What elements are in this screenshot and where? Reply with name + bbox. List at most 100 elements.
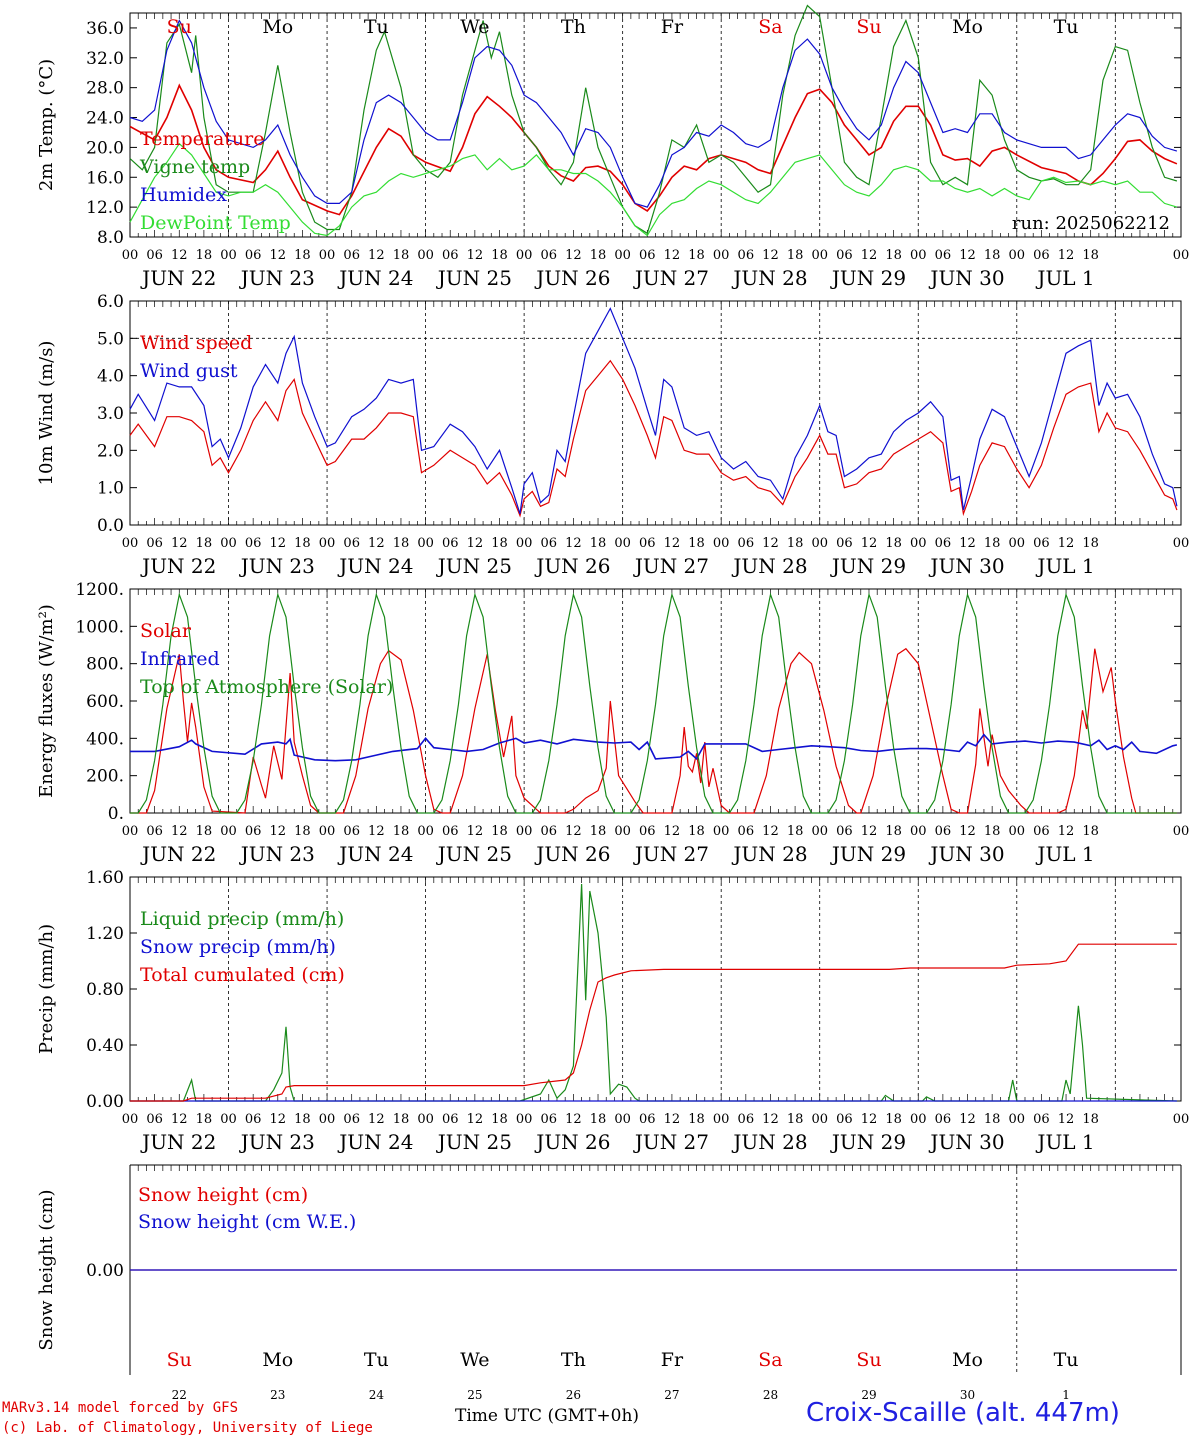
date-label: JUN 28 [731, 1130, 807, 1154]
date-label: JUN 25 [436, 266, 512, 290]
hour-tick-label: 18 [393, 536, 410, 551]
hour-tick-label: 18 [1082, 824, 1099, 839]
date-label: JUN 30 [928, 266, 1004, 290]
date-label: JUN 26 [534, 1130, 610, 1154]
hour-tick-label: 12 [762, 536, 779, 551]
hour-tick-label: 00 [417, 824, 434, 839]
date-label: JUN 29 [830, 1130, 906, 1154]
date-label: JUN 23 [239, 1130, 315, 1154]
y-tick-label: 12.0 [86, 198, 124, 218]
day-name: We [460, 16, 489, 38]
hour-tick-label: 18 [984, 1112, 1001, 1127]
hour-tick-label: 18 [688, 536, 705, 551]
y-tick-label: 0.80 [86, 980, 124, 1000]
y-tick-label: 0.00 [86, 1092, 124, 1112]
date-label: JUN 28 [731, 554, 807, 578]
hour-tick-label: 00 [417, 1112, 434, 1127]
hour-tick-label: 00 [811, 248, 828, 263]
hour-tick-label: 12 [467, 1112, 484, 1127]
legend-entry: Humidex [140, 184, 227, 206]
panel-2: 0.0 1.0 2.0 3.0 4.0 5.0 6.0 10m Wind (m/s) Wind … [36, 292, 1189, 578]
hour-tick-label: 12 [762, 248, 779, 263]
hour-tick-label: 12 [762, 824, 779, 839]
hour-tick-label: 18 [393, 824, 410, 839]
date-label: JUN 29 [830, 266, 906, 290]
legend-entry: Temperature [140, 128, 264, 150]
hour-tick-label: 06 [639, 248, 656, 263]
day-name: Su [856, 16, 881, 38]
legend-entry: DewPoint Temp [140, 212, 291, 234]
legend-entry: Snow height (cm W.E.) [138, 1211, 356, 1233]
hour-tick-label: 00 [1009, 248, 1026, 263]
hour-tick-label: 06 [343, 248, 360, 263]
day-name: Mo [952, 1349, 983, 1371]
hour-tick-label: 12 [664, 536, 681, 551]
hour-tick-label: 18 [196, 536, 213, 551]
y-tick-label: 1.60 [86, 868, 124, 888]
y-tick-label: 1200. [75, 580, 124, 600]
hour-tick-label: 06 [1033, 824, 1050, 839]
hour-tick-label: 00 [910, 824, 927, 839]
hour-tick-label: 12 [270, 536, 287, 551]
date-label: JUN 27 [633, 266, 709, 290]
y-tick-label: 28.0 [86, 79, 124, 99]
hour-tick-label: 18 [787, 536, 804, 551]
date-label: JUN 29 [830, 842, 906, 866]
hour-tick-label: 18 [984, 536, 1001, 551]
hour-tick-label: 00 [122, 248, 139, 263]
hour-tick-label: 12 [959, 248, 976, 263]
hour-tick-label: 06 [343, 536, 360, 551]
series-line [129, 4, 1178, 235]
panel-4: 0.00 0.40 0.80 1.20 1.60 Precip (mm/h) Liquid … [36, 868, 1189, 1154]
hour-tick-label: 06 [245, 536, 262, 551]
hour-tick-label: 06 [540, 1112, 557, 1127]
day-name: Tu [1054, 16, 1079, 38]
hour-tick-label: 18 [590, 1112, 607, 1127]
hour-tick-label: 00 [910, 1112, 927, 1127]
series-line [130, 733, 1178, 762]
y-tick-label: 5.0 [97, 329, 124, 349]
hour-tick-label: 00 [910, 248, 927, 263]
hour-tick-label: 12 [368, 1112, 385, 1127]
day-name: Su [167, 16, 192, 38]
hour-tick-label: 06 [540, 536, 557, 551]
hour-tick-label: 00 [319, 248, 336, 263]
hour-tick-label: 18 [196, 1112, 213, 1127]
hour-tick-label: 12 [565, 824, 582, 839]
hour-tick-label: 18 [1082, 536, 1099, 551]
hour-tick-label: 12 [1058, 536, 1075, 551]
date-label: JUN 29 [830, 554, 906, 578]
date-label: JUL 1 [1035, 554, 1094, 578]
date-label: JUN 24 [337, 1130, 413, 1154]
date-label: JUN 27 [633, 1130, 709, 1154]
hour-tick-label: 12 [664, 248, 681, 263]
hour-tick-label: 00 [1009, 824, 1026, 839]
hour-tick-label: 18 [688, 248, 705, 263]
y-tick-label: 16.0 [86, 168, 124, 188]
hour-tick-label: 18 [294, 248, 311, 263]
hour-tick-label: 06 [442, 1112, 459, 1127]
hour-tick-label: 00 [1173, 824, 1190, 839]
hour-tick-label: 12 [565, 248, 582, 263]
hour-tick-label: 18 [393, 248, 410, 263]
hour-tick-label: 00 [713, 248, 730, 263]
day-number: 1 [1062, 1388, 1070, 1402]
y-tick-label: 20.0 [86, 138, 124, 158]
hour-tick-label: 06 [343, 1112, 360, 1127]
date-label: JUN 25 [436, 1130, 512, 1154]
hour-tick-label: 06 [146, 248, 163, 263]
hour-tick-label: 06 [442, 248, 459, 263]
hour-tick-label: 18 [590, 536, 607, 551]
date-label: JUN 23 [239, 842, 315, 866]
hour-tick-label: 12 [171, 1112, 188, 1127]
hour-tick-label: 06 [836, 824, 853, 839]
day-number: 24 [369, 1388, 385, 1402]
y-tick-label: 3.0 [97, 404, 124, 424]
hour-tick-label: 18 [491, 1112, 508, 1127]
hour-tick-label: 18 [1082, 1112, 1099, 1127]
legend-entry: Vigne temp [139, 156, 250, 178]
hour-tick-label: 06 [836, 248, 853, 263]
hour-tick-label: 12 [861, 536, 878, 551]
hour-tick-label: 00 [319, 536, 336, 551]
y-tick-label: 400. [86, 729, 124, 749]
